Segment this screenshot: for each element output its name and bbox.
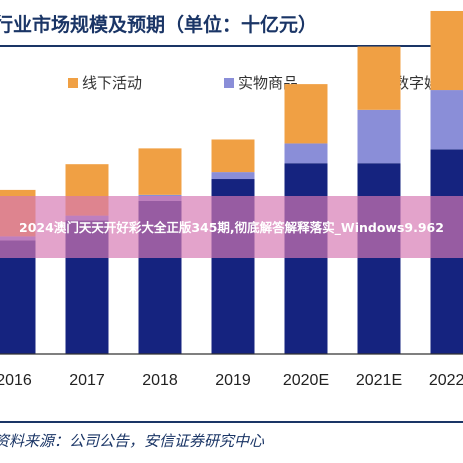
x-tick-label-2022e: 2022E	[429, 372, 463, 389]
bar-segment-2018-s2	[138, 148, 182, 195]
legend-label-0: 线下活动	[82, 74, 142, 92]
x-tick-label-2020e: 2020E	[283, 372, 329, 389]
bar-segment-2016-s0	[0, 240, 36, 354]
title-rule	[0, 45, 463, 47]
chart-bars	[0, 10, 463, 354]
overlay-banner: 2024澳门天天开好彩大全正版345期,彻底解答解释落实_Windows9.96…	[0, 196, 463, 258]
x-tick-label-2017: 2017	[69, 372, 105, 389]
page-title: 行业市场规模及预期（单位：十亿元）	[0, 14, 318, 36]
bar-segment-2020e-s1	[284, 143, 328, 164]
legend-label-1: 实物商品	[238, 74, 298, 92]
bar-segment-2021e-s2	[357, 46, 401, 110]
legend-swatch-1	[224, 78, 234, 88]
overlay-banner-text: 2024澳门天天开好彩大全正版345期,彻底解答解释落实_Windows9.96…	[19, 219, 444, 235]
x-tick-label-2021e: 2021E	[356, 372, 402, 389]
legend-swatch-0	[68, 78, 78, 88]
x-tick-label-2018: 2018	[142, 372, 178, 389]
bar-segment-2019-s2	[211, 139, 255, 173]
bar-segment-2022e-s1	[430, 90, 463, 150]
bar-segment-2021e-s0	[357, 163, 401, 354]
x-tick-label-2016: 2016	[0, 372, 32, 389]
bar-segment-2021e-s1	[357, 109, 401, 164]
bar-segment-2020e-s0	[284, 163, 328, 354]
bar-segment-2022e-s2	[430, 10, 463, 91]
source-note: 资料来源：公司公告，安信证券研究中心	[0, 432, 265, 450]
bar-segment-2019-s1	[211, 172, 255, 180]
x-tick-label-2019: 2019	[215, 372, 251, 389]
x-axis-tick-labels: 2016 2017 2018 2019 2020E 2021E 2022E	[0, 372, 463, 389]
bar-segment-2020e-s2	[284, 84, 328, 144]
source-rule	[0, 421, 463, 423]
